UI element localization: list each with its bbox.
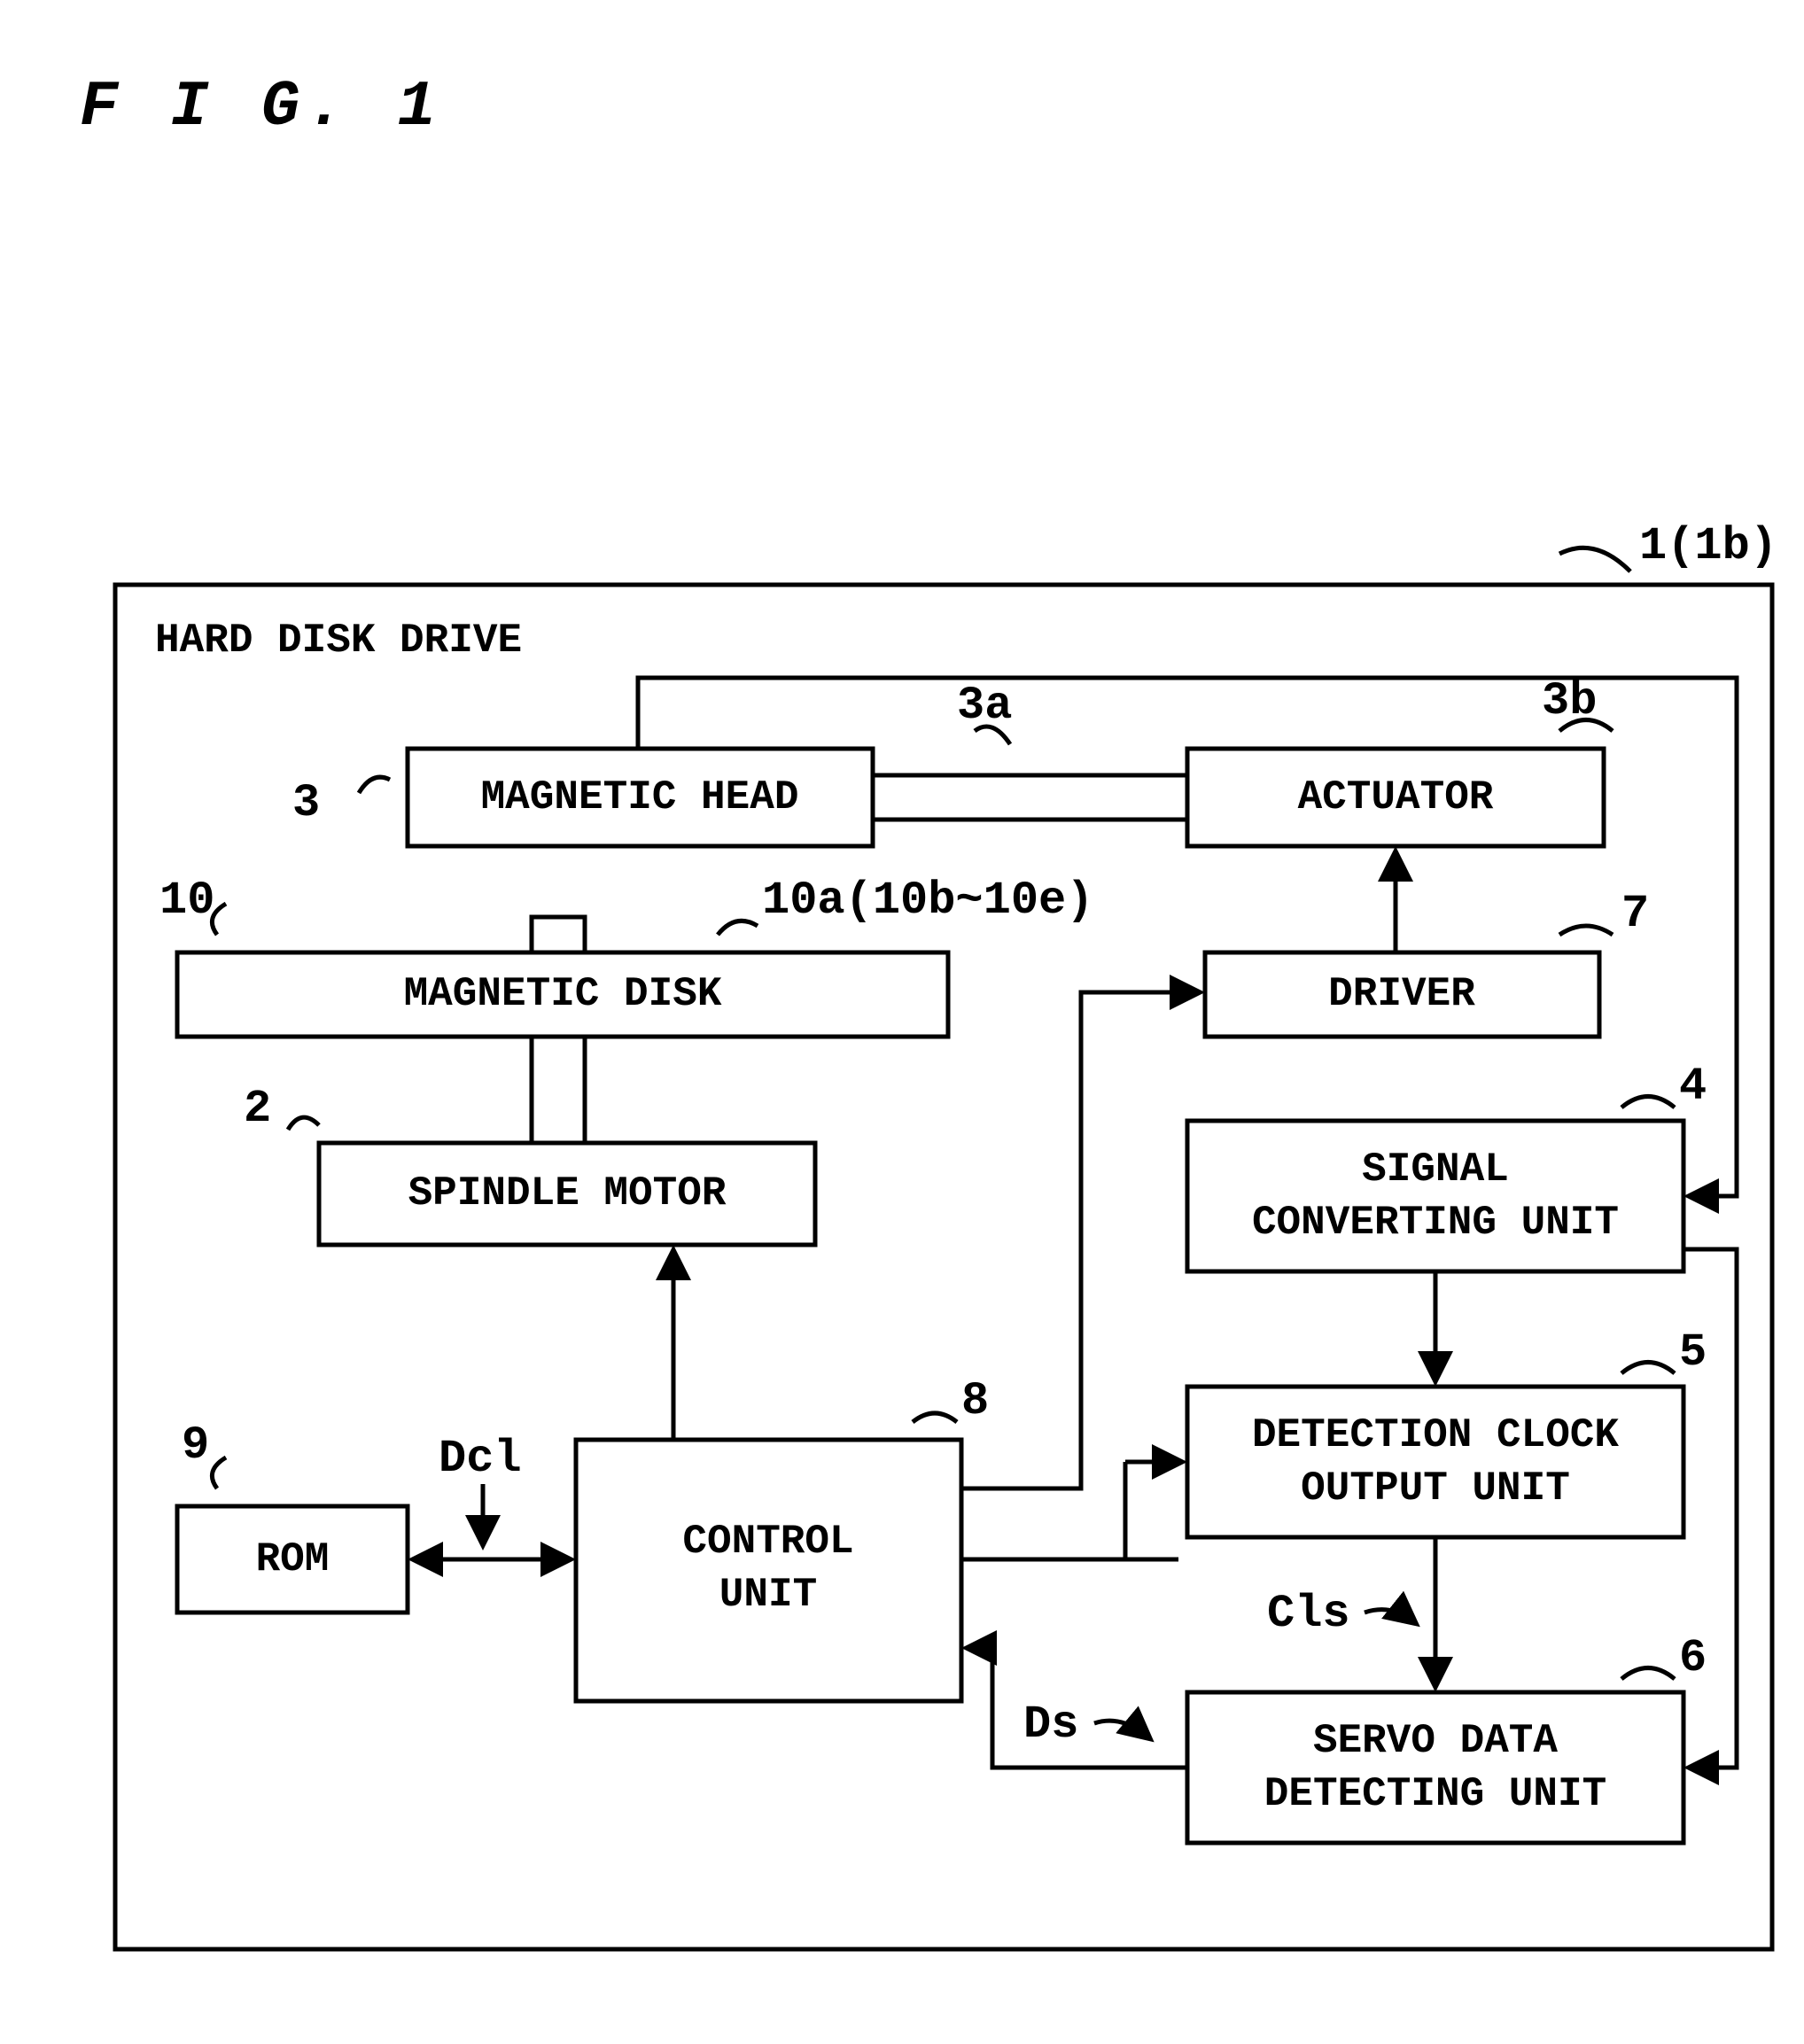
signal-converting-block	[1187, 1121, 1683, 1271]
control-unit-label2: UNIT	[719, 1572, 817, 1618]
ref-magnetic-head: 3	[292, 777, 320, 829]
driver-label: DRIVER	[1328, 971, 1475, 1017]
servo-data-label2: DETECTING UNIT	[1264, 1771, 1606, 1817]
ref-detection-clock: 5	[1679, 1326, 1707, 1379]
actuator-label: ACTUATOR	[1298, 774, 1494, 820]
magnetic-head-label: MAGNETIC HEAD	[481, 774, 799, 820]
magnetic-disk-label: MAGNETIC DISK	[404, 971, 722, 1017]
signal-converting-label1: SIGNAL	[1362, 1146, 1509, 1193]
ref-container: 1(1b)	[1639, 520, 1777, 572]
detection-clock-label1: DETECTION CLOCK	[1252, 1412, 1619, 1458]
detection-clock-block	[1187, 1387, 1683, 1537]
control-unit-block	[576, 1440, 961, 1701]
ref-actuator: 3b	[1542, 675, 1597, 727]
control-unit-label1: CONTROL	[682, 1519, 853, 1565]
ref-magnetic-disk: 10	[159, 874, 214, 927]
dcl-label: Dcl	[439, 1433, 522, 1485]
cls-label: Cls	[1267, 1588, 1350, 1640]
detection-clock-label2: OUTPUT UNIT	[1301, 1465, 1570, 1512]
servo-data-label1: SERVO DATA	[1313, 1718, 1558, 1764]
servo-data-block	[1187, 1692, 1683, 1843]
ref-control-unit: 8	[961, 1375, 989, 1427]
rom-label: ROM	[256, 1536, 330, 1582]
ref-10a: 10a(10b~10e)	[762, 874, 1093, 927]
ref-spindle-motor: 2	[244, 1083, 271, 1135]
hdd-title: HARD DISK DRIVE	[155, 618, 522, 664]
ref-driver: 7	[1621, 888, 1649, 940]
ref-signal-converting: 4	[1679, 1061, 1707, 1113]
ref-servo-data: 6	[1679, 1632, 1707, 1684]
figure-title: F I G. 1	[80, 71, 443, 144]
spindle-motor-label: SPINDLE MOTOR	[408, 1170, 727, 1216]
ref-3a: 3a	[957, 680, 1012, 732]
ref-rom: 9	[182, 1419, 209, 1472]
signal-converting-label2: CONVERTING UNIT	[1252, 1200, 1619, 1246]
ds-label: Ds	[1023, 1698, 1078, 1751]
